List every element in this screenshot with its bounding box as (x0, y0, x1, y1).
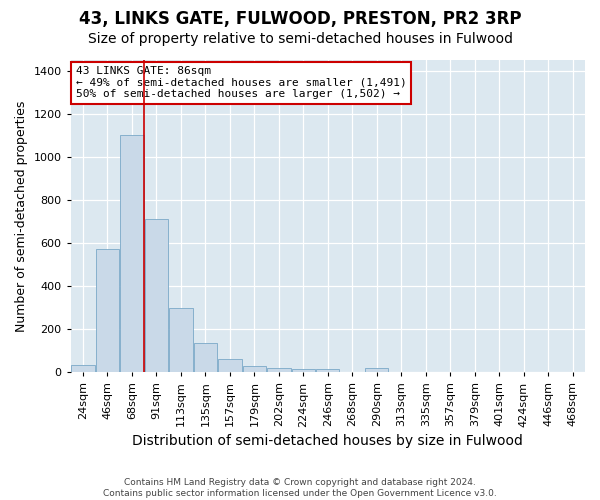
Bar (365, 368, 388, 372)
Bar (292, 369, 315, 372)
Bar (169, 308, 193, 372)
Bar (316, 369, 340, 372)
Text: 43 LINKS GATE: 86sqm
← 49% of semi-detached houses are smaller (1,491)
50% of se: 43 LINKS GATE: 86sqm ← 49% of semi-detac… (76, 66, 407, 100)
X-axis label: Distribution of semi-detached houses by size in Fulwood: Distribution of semi-detached houses by … (133, 434, 523, 448)
Text: Size of property relative to semi-detached houses in Fulwood: Size of property relative to semi-detach… (88, 32, 512, 46)
Bar (194, 344, 217, 372)
Bar (243, 366, 266, 372)
Bar (121, 136, 143, 372)
Y-axis label: Number of semi-detached properties: Number of semi-detached properties (15, 100, 28, 332)
Bar (71, 365, 95, 372)
Bar (96, 248, 119, 372)
Bar (218, 360, 242, 372)
Text: Contains HM Land Registry data © Crown copyright and database right 2024.
Contai: Contains HM Land Registry data © Crown c… (103, 478, 497, 498)
Bar (267, 368, 290, 372)
Bar (145, 220, 168, 372)
Text: 43, LINKS GATE, FULWOOD, PRESTON, PR2 3RP: 43, LINKS GATE, FULWOOD, PRESTON, PR2 3R… (79, 10, 521, 28)
